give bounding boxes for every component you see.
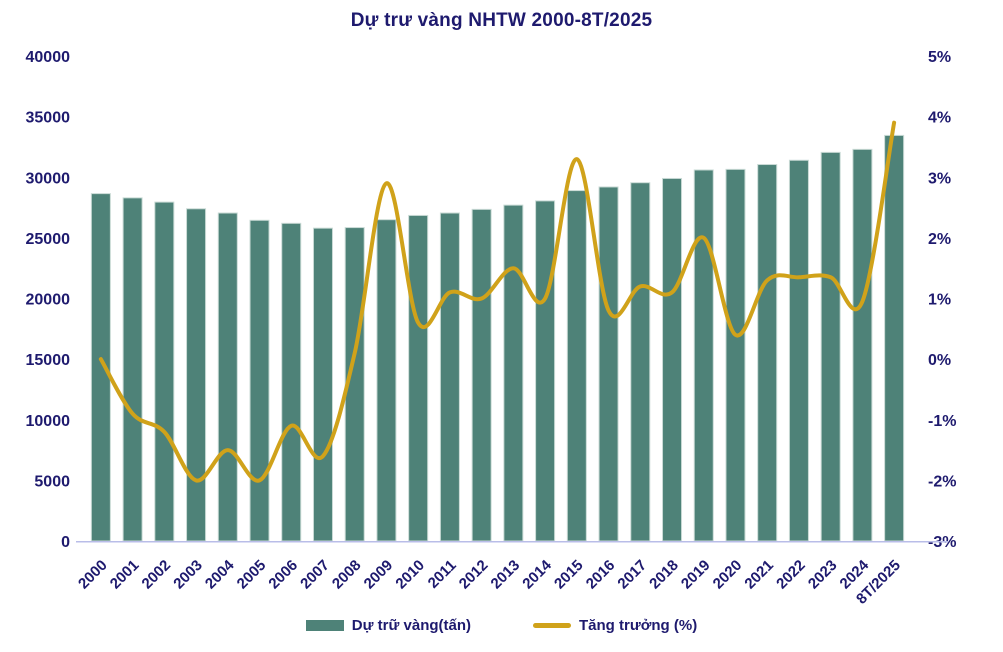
x-axis-tick-2021: 2021	[741, 557, 777, 593]
bar-2004	[217, 212, 238, 542]
chart-legend: Dự trữ vàng(tấn) Tăng trưởng (%)	[0, 617, 1003, 634]
bar-2002	[154, 201, 175, 542]
x-axis-tick-2019: 2019	[678, 557, 714, 593]
line-series-swatch	[533, 623, 572, 628]
bar-2015	[566, 190, 587, 542]
bar-2012	[471, 208, 492, 542]
left-axis-tick-5000: 5000	[34, 473, 70, 490]
right-axis-tick--2%: -2%	[928, 473, 956, 490]
x-axis-tick-2014: 2014	[519, 556, 555, 592]
bar-2022	[788, 159, 809, 542]
x-axis-tick-2000: 2000	[75, 557, 111, 593]
x-axis-tick-2009: 2009	[361, 557, 397, 593]
x-axis-tick-2023: 2023	[805, 557, 841, 593]
legend-item-gold-reserves: Dự trữ vàng(tấn)	[305, 617, 472, 634]
bar-2013	[503, 204, 524, 542]
left-axis-tick-10000: 10000	[26, 413, 71, 430]
x-axis-tick-2003: 2003	[170, 557, 206, 593]
growth-line	[98, 120, 897, 483]
legend-label-growth: Tăng trưởng (%)	[579, 617, 698, 634]
bar-2024	[852, 148, 873, 542]
x-axis-tick-2017: 2017	[614, 557, 650, 593]
bar-2009	[376, 219, 397, 542]
x-axis-tick-2015: 2015	[551, 557, 587, 593]
x-axis-tick-2010: 2010	[392, 557, 428, 593]
bar-2001	[122, 197, 143, 542]
x-axis-tick-2002: 2002	[139, 557, 175, 593]
bar-2010	[408, 214, 429, 542]
right-axis-tick-0%: 0%	[928, 352, 951, 369]
right-axis-tick-2%: 2%	[928, 231, 951, 248]
bar-2005	[249, 219, 270, 542]
legend-item-growth: Tăng trưởng (%)	[533, 617, 697, 634]
bar-2017	[630, 182, 651, 542]
bar-2007	[312, 227, 333, 542]
x-axis-tick-2016: 2016	[583, 557, 619, 593]
bar-8T/2025	[884, 134, 905, 542]
bar-2023	[820, 151, 841, 542]
left-axis-tick-35000: 35000	[26, 110, 71, 127]
right-axis-tick-3%: 3%	[928, 170, 951, 187]
x-axis-tick-2004: 2004	[202, 556, 238, 592]
left-axis-tick-30000: 30000	[26, 170, 71, 187]
bar-2003	[186, 208, 207, 542]
left-axis-tick-20000: 20000	[26, 292, 71, 309]
left-axis-tick-25000: 25000	[26, 231, 71, 248]
x-axis-tick-2018: 2018	[646, 557, 682, 593]
bar-2018	[662, 177, 683, 542]
bar-2020	[725, 168, 746, 542]
right-axis-tick-5%: 5%	[928, 49, 951, 66]
legend-label-gold-reserves: Dự trữ vàng(tấn)	[351, 617, 472, 634]
right-axis-tick-1%: 1%	[928, 292, 951, 309]
x-axis-tick-2020: 2020	[710, 557, 746, 593]
x-axis-tick-2022: 2022	[773, 557, 809, 593]
bar-2016	[598, 186, 619, 542]
x-axis-tick-2011: 2011	[425, 557, 460, 592]
bar-2014	[535, 200, 556, 542]
bar-2021	[757, 164, 778, 542]
x-axis-tick-2001: 2001	[107, 557, 143, 593]
x-axis-tick-2008: 2008	[329, 557, 365, 593]
bar-2011	[439, 212, 460, 542]
bar-2006	[281, 222, 302, 542]
right-axis-tick-4%: 4%	[928, 110, 951, 127]
x-axis-tick-2007: 2007	[297, 557, 333, 593]
x-axis-tick-2013: 2013	[488, 557, 524, 593]
bar-series-swatch	[305, 620, 344, 631]
right-axis-tick--1%: -1%	[928, 413, 956, 430]
left-axis-tick-0: 0	[61, 534, 70, 551]
x-axis-tick-2012: 2012	[456, 557, 492, 593]
left-axis-tick-15000: 15000	[26, 352, 71, 369]
bar-2019	[693, 169, 714, 542]
x-axis-tick-2006: 2006	[265, 557, 301, 593]
left-axis-tick-40000: 40000	[26, 49, 71, 66]
x-axis-tick-2005: 2005	[234, 557, 270, 593]
chart-title: Dự trư vàng NHTW 2000-8T/2025	[350, 10, 653, 31]
